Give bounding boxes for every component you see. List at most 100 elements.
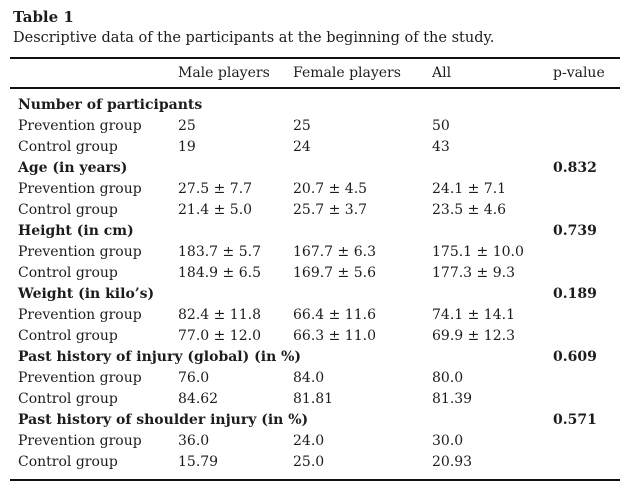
female-value-cell: 24 [293, 139, 311, 155]
row-label-column-header [10, 58, 170, 89]
male-players-column-header: Male players [170, 58, 285, 89]
section-row: Height (in cm) 0.739 [10, 221, 620, 242]
female-players-column-header: Female players [285, 58, 424, 89]
p-value-cell [545, 88, 620, 116]
table-body: Number of participants Prevention group 25… [10, 88, 620, 480]
all-value-cell: 20.93 [432, 454, 473, 470]
table-row: Control group 19 24 43 [10, 137, 620, 158]
p-value-cell [545, 263, 620, 284]
row-label-cell: Weight (in kilo’s) [18, 286, 155, 302]
row-label-cell: Control group [18, 328, 118, 344]
table-row: Control group 77.0 ± 12.0 66.3 ± 11.0 69.9 … [10, 326, 620, 347]
p-value-cell: 0.832 [553, 160, 597, 176]
row-label-cell: Number of participants [18, 97, 203, 113]
section-row: Past history of injury (global) (in %) 0.… [10, 347, 620, 368]
all-value-cell: 30.0 [432, 433, 464, 449]
table-row: Prevention group 76.0 84.0 80.0 [10, 368, 620, 389]
p-value-column-header: p-value [545, 58, 620, 89]
male-value-cell: 27.5 ± 7.7 [178, 181, 253, 197]
descriptive-data-table: Male players Female players All p-value … [10, 57, 620, 481]
male-value-cell: 36.0 [178, 433, 210, 449]
p-value-cell [545, 431, 620, 452]
row-label-cell: Prevention group [18, 433, 142, 449]
all-column-header: All [424, 58, 545, 89]
row-label-cell: Past history of injury (global) (in %) [18, 349, 302, 365]
table-row: Control group 21.4 ± 5.0 25.7 ± 3.7 23.5 ± … [10, 200, 620, 221]
all-value-cell: 50 [432, 118, 450, 134]
table-caption: Descriptive data of the participants at … [13, 30, 495, 46]
p-value-cell [545, 326, 620, 347]
all-value-cell: 81.39 [432, 391, 473, 407]
female-value-cell: 25.0 [293, 454, 325, 470]
all-value-cell: 74.1 ± 14.1 [432, 307, 515, 323]
male-value-cell: 21.4 ± 5.0 [178, 202, 253, 218]
all-value-cell: 175.1 ± 10.0 [432, 244, 524, 260]
male-value-cell: 15.79 [178, 454, 219, 470]
p-value-cell [545, 137, 620, 158]
table-row: Control group 15.79 25.0 20.93 [10, 452, 620, 480]
p-value-cell: 0.189 [553, 286, 597, 302]
row-label-cell: Prevention group [18, 118, 142, 134]
p-value-cell: 0.609 [553, 349, 597, 365]
p-value-cell [545, 179, 620, 200]
male-value-cell: 77.0 ± 12.0 [178, 328, 261, 344]
table-row: Control group 84.62 81.81 81.39 [10, 389, 620, 410]
female-value-cell: 66.4 ± 11.6 [293, 307, 376, 323]
table-row: Prevention group 25 25 50 [10, 116, 620, 137]
female-value-cell: 25 [293, 118, 311, 134]
female-value-cell: 167.7 ± 6.3 [293, 244, 376, 260]
section-row: Weight (in kilo’s) 0.189 [10, 284, 620, 305]
female-value-cell: 84.0 [293, 370, 325, 386]
male-value-cell: 25 [178, 118, 196, 134]
row-label-cell: Control group [18, 139, 118, 155]
p-value-cell [545, 452, 620, 480]
row-label-cell: Height (in cm) [18, 223, 134, 239]
row-label-cell: Prevention group [18, 244, 142, 260]
row-label-cell: Prevention group [18, 307, 142, 323]
row-label-cell: Prevention group [18, 181, 142, 197]
all-value-cell: 43 [432, 139, 450, 155]
section-row: Age (in years) 0.832 [10, 158, 620, 179]
row-label-cell: Control group [18, 391, 118, 407]
table-row: Prevention group 36.0 24.0 30.0 [10, 431, 620, 452]
female-value-cell: 169.7 ± 5.6 [293, 265, 376, 281]
p-value-cell [545, 389, 620, 410]
female-value-cell: 66.3 ± 11.0 [293, 328, 376, 344]
all-value-cell: 80.0 [432, 370, 464, 386]
male-value-cell: 76.0 [178, 370, 210, 386]
table-row: Prevention group 27.5 ± 7.7 20.7 ± 4.5 24.1… [10, 179, 620, 200]
p-value-cell: 0.739 [553, 223, 597, 239]
male-value-cell: 183.7 ± 5.7 [178, 244, 261, 260]
row-label-cell: Control group [18, 265, 118, 281]
section-row: Number of participants [10, 88, 620, 116]
row-label-cell: Control group [18, 454, 118, 470]
row-label-cell: Prevention group [18, 370, 142, 386]
female-value-cell: 20.7 ± 4.5 [293, 181, 368, 197]
row-label-cell: Control group [18, 202, 118, 218]
section-row: Past history of shoulder injury (in %) 0.… [10, 410, 620, 431]
male-value-cell: 19 [178, 139, 196, 155]
all-value-cell: 69.9 ± 12.3 [432, 328, 515, 344]
header-row: Male players Female players All p-value [10, 58, 620, 89]
p-value-cell [545, 116, 620, 137]
male-value-cell: 84.62 [178, 391, 219, 407]
male-value-cell: 184.9 ± 6.5 [178, 265, 261, 281]
row-label-cell: Past history of shoulder injury (in %) [18, 412, 309, 428]
female-value-cell: 24.0 [293, 433, 325, 449]
p-value-cell [545, 242, 620, 263]
female-value-cell: 81.81 [293, 391, 334, 407]
all-value-cell: 177.3 ± 9.3 [432, 265, 515, 281]
table-row: Control group 184.9 ± 6.5 169.7 ± 5.6 177.3… [10, 263, 620, 284]
all-value-cell: 23.5 ± 4.6 [432, 202, 507, 218]
table-number-title: Table 1 [13, 8, 74, 26]
p-value-cell [545, 368, 620, 389]
p-value-cell: 0.571 [553, 412, 597, 428]
row-label-cell: Age (in years) [18, 160, 128, 176]
female-value-cell: 25.7 ± 3.7 [293, 202, 368, 218]
table-row: Prevention group 183.7 ± 5.7 167.7 ± 6.3 17… [10, 242, 620, 263]
all-value-cell: 24.1 ± 7.1 [432, 181, 507, 197]
table-row: Prevention group 82.4 ± 11.8 66.4 ± 11.6 74… [10, 305, 620, 326]
table-header: Male players Female players All p-value [10, 58, 620, 89]
p-value-cell [545, 200, 620, 221]
